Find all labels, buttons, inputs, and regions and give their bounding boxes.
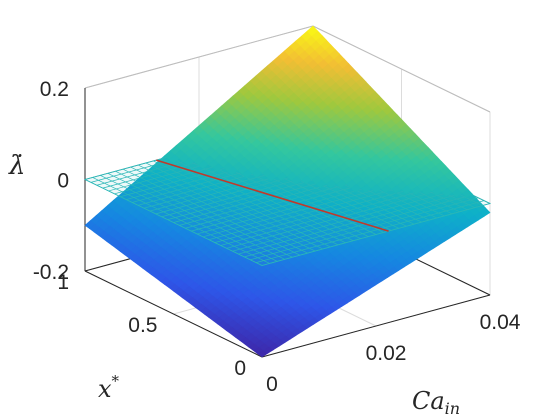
y-tick-label: 1: [57, 271, 69, 294]
y-tick-label: 0: [234, 357, 246, 380]
axis-edge: [261, 294, 491, 358]
z-axis-label: λ̇: [8, 151, 25, 181]
surface-under-mesh: [84, 155, 491, 358]
y-axis-label: x*: [98, 372, 120, 403]
zero-crossing-line: [156, 159, 389, 232]
tick-labels: -0.2 0 0.2 0 0.5 1 0 0.02 0.04: [33, 78, 521, 396]
y-axis-label-sup: *: [112, 372, 120, 390]
back-edge: [312, 25, 491, 113]
y-axis-label-main: x: [98, 375, 112, 403]
z-tick-label: 0: [57, 170, 69, 193]
axis-edge: [84, 270, 263, 358]
y-tick-label: 0.5: [128, 314, 157, 337]
x-axis-label-main: Ca: [412, 387, 445, 415]
z-tick-label: -0.2: [33, 261, 69, 284]
zero-crossing-segment: [156, 159, 389, 232]
x-tick-label: 0.02: [366, 342, 407, 365]
x-tick-label: 0.04: [480, 311, 521, 334]
x-axis-label-sub: in: [445, 399, 460, 418]
x-tick-label: 0: [266, 373, 278, 396]
z-tick-label: 0.2: [40, 78, 69, 101]
x-axis-label: Cain: [412, 387, 460, 418]
surface-patch: [306, 25, 318, 37]
back-edge: [84, 25, 314, 89]
surface-over-mesh: [164, 25, 473, 199]
